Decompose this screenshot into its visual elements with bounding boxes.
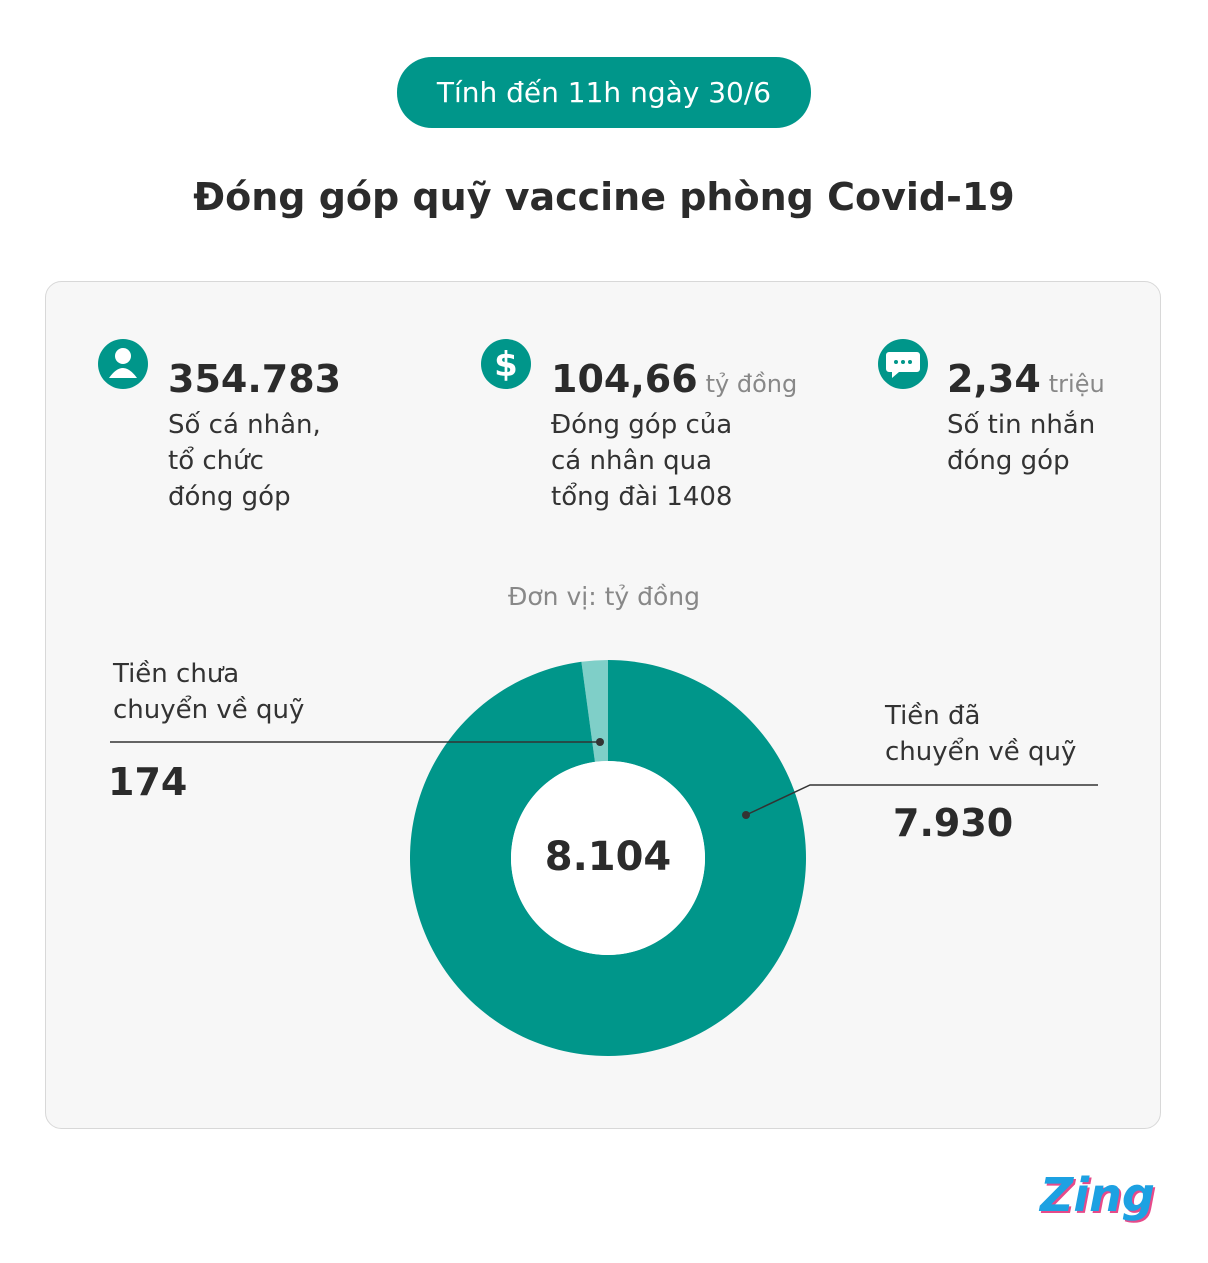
dot bbox=[908, 360, 912, 364]
leader-dot bbox=[742, 811, 750, 819]
stat: 2,34 triệu Số tin nhắn đóng góp bbox=[947, 338, 1105, 498]
stat: 104,66 tỷ đồng Đóng góp của cá nhân qua t… bbox=[551, 338, 797, 534]
category-label: Tiền chưa chuyển về quỹ bbox=[113, 659, 305, 725]
category-label: Tiền đã chuyển về quỹ bbox=[885, 701, 1077, 767]
dot bbox=[901, 360, 905, 364]
title: Đóng góp quỹ vaccine phòng Covid-19 bbox=[193, 175, 1015, 219]
donut-slice bbox=[409, 660, 806, 1056]
person-head bbox=[115, 348, 131, 364]
badge: Tính đến 11h ngày 30/6 bbox=[436, 76, 772, 109]
center-label: 8.104 bbox=[544, 834, 672, 880]
dollar-glyph: $ bbox=[494, 345, 518, 385]
badge-bg bbox=[397, 57, 811, 128]
unit-note: Đơn vị: tỷ đồng bbox=[508, 582, 700, 611]
donut-slice bbox=[581, 660, 608, 762]
stat-label: Số tin nhắn đóng góp bbox=[947, 410, 1096, 476]
leader-dot bbox=[596, 738, 604, 746]
message-bubble bbox=[886, 352, 920, 378]
brand-logo: Zing bbox=[1040, 1168, 1155, 1222]
value-label: 174 bbox=[108, 760, 188, 804]
stat-value: 2,34 bbox=[947, 357, 1041, 401]
stat-value: 104,66 bbox=[551, 357, 698, 401]
leader-line bbox=[745, 784, 1098, 816]
stat-label: Số cá nhân, tổ chức đóng góp bbox=[168, 410, 321, 512]
dot bbox=[894, 360, 898, 364]
stat-value: 354.783 bbox=[168, 357, 342, 401]
value-label: 7.930 bbox=[893, 801, 1014, 845]
donut bbox=[409, 660, 806, 1056]
donut-hole bbox=[511, 761, 705, 955]
stat-unit: tỷ đồng bbox=[705, 370, 798, 398]
stat: 354.783 Số cá nhân, tổ chức đóng góp bbox=[168, 338, 341, 534]
stat-label: Đóng góp của cá nhân qua tổng đài 1408 bbox=[551, 410, 733, 512]
stat-unit: triệu bbox=[1048, 370, 1105, 398]
dollar-icon bbox=[481, 339, 531, 389]
person-body bbox=[109, 368, 137, 378]
